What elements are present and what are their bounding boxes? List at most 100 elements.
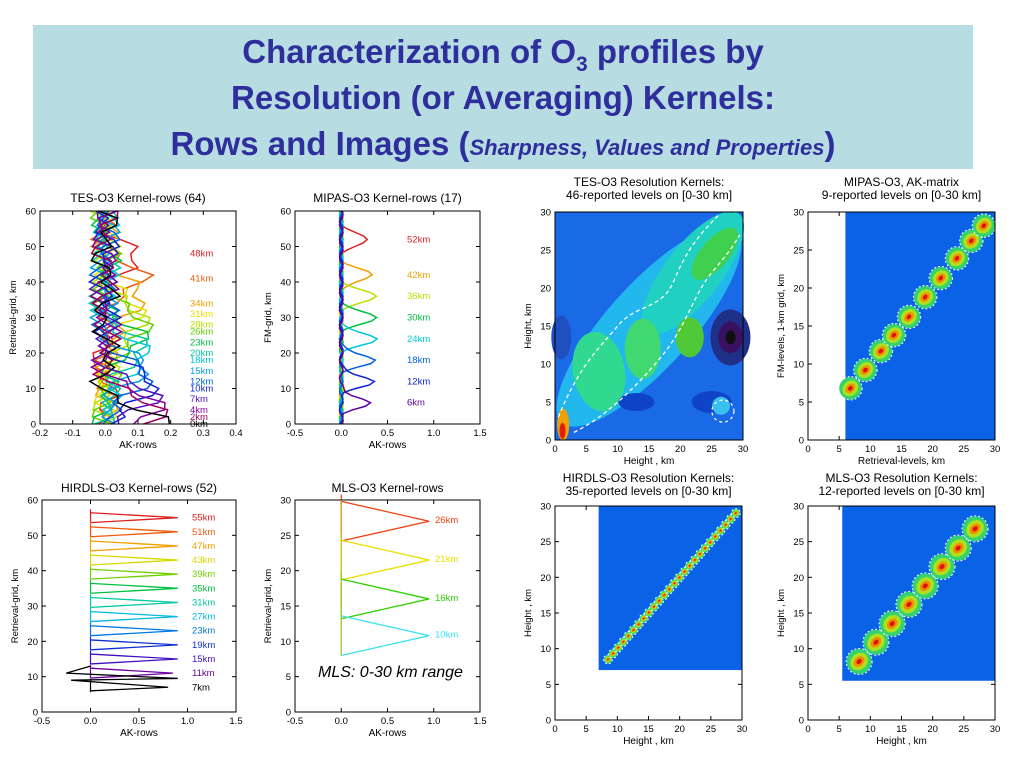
- kernel-row-line: [341, 615, 430, 657]
- kernel-blob-peak: [724, 523, 727, 526]
- kernel-blob-contour: [862, 628, 890, 656]
- kernel-blob-contour: [628, 625, 639, 636]
- kernel-row-label: 39km: [192, 569, 215, 580]
- x-tick-label: 15: [896, 724, 907, 735]
- x-tick-label: 0.0: [84, 716, 97, 727]
- y-tick-label: 20: [280, 349, 291, 360]
- kernel-row-line: [66, 665, 178, 692]
- x-tick-label: 0.3: [197, 428, 210, 439]
- y-tick-label: 10: [793, 644, 804, 655]
- kernel-row-label: 23km: [190, 337, 213, 348]
- kernel-row-label: 41km: [190, 273, 213, 284]
- kernel-blob-peak: [889, 621, 895, 627]
- kernel-blob-contour: [674, 572, 685, 583]
- y-tick-label: 0: [799, 716, 804, 727]
- y-tick-label: 5: [286, 672, 291, 683]
- x-tick-label: 15: [896, 444, 907, 455]
- x-axis-label: Height , km: [624, 456, 675, 467]
- y-tick-label: 25: [540, 537, 551, 548]
- kernel-row-label: 27km: [192, 612, 215, 623]
- series-group: 26km 21km 16km 10km: [340, 494, 458, 657]
- x-tick-label: 5: [584, 444, 589, 455]
- y-tick-label: 60: [280, 207, 291, 218]
- kernel-region: [572, 331, 626, 412]
- kernel-blob-contour: [710, 531, 721, 542]
- kernel-row-label: 55km: [192, 513, 215, 524]
- kernel-row-label: 7km: [192, 682, 210, 693]
- title-text: Characterization of O: [242, 33, 576, 70]
- heatmap-cells: [551, 211, 751, 441]
- x-tick-label: 5: [837, 724, 842, 735]
- y-tick-label: 25: [540, 246, 551, 257]
- kernel-row-label: 24km: [407, 334, 430, 345]
- kernel-row-label: 51km: [192, 527, 215, 538]
- kernel-blob-contour: [633, 619, 644, 630]
- kernel-blob-contour: [868, 338, 894, 364]
- kernel-blob-peak: [922, 294, 928, 300]
- kernel-blob-contour: [664, 584, 675, 595]
- kernel-blob-contour: [608, 648, 619, 659]
- chart-title: MIPAS-O3, AK-matrix: [844, 175, 959, 189]
- y-tick-label: 0: [33, 708, 38, 719]
- kernel-blob-contour: [959, 228, 984, 254]
- kernel-row-label: 23km: [192, 626, 215, 637]
- plot-frame: [294, 210, 481, 425]
- kernel-row-line: [90, 210, 169, 425]
- x-tick-label: 10: [612, 724, 623, 735]
- y-tick-label: 40: [27, 566, 38, 577]
- kernel-row-label: 18km: [190, 355, 213, 366]
- kernel-blob-peak: [647, 611, 650, 614]
- kernel-blob-peak: [848, 385, 853, 391]
- x-axis-label: AK-rows: [369, 440, 407, 451]
- kernel-blob-contour: [623, 631, 634, 641]
- y-tick-label: 10: [280, 637, 291, 648]
- kernel-row-label: 31km: [192, 597, 215, 608]
- kernel-blob-peak: [617, 646, 620, 649]
- kernel-blob-peak: [729, 518, 732, 520]
- y-tick-label: 15: [793, 609, 804, 620]
- kernel-region: [618, 393, 655, 411]
- kernel-row-label: 10km: [190, 384, 213, 395]
- kernel-row-label: 2km: [190, 412, 208, 423]
- y-tick-label: 20: [540, 573, 551, 584]
- kernel-row-label: 16km: [435, 593, 458, 604]
- kernel-row-label: 35km: [192, 583, 215, 594]
- y-tick-label: 10: [280, 384, 291, 395]
- kernel-blob-peak: [922, 583, 928, 589]
- kernel-blob-contour: [654, 595, 665, 606]
- plot-frame: [294, 499, 481, 713]
- kernel-row-line: [90, 667, 173, 679]
- x-tick-label: 1.0: [427, 716, 440, 727]
- y-tick-label: 15: [540, 609, 551, 620]
- y-tick-label: 5: [546, 398, 551, 409]
- x-axis-label: Height , km: [876, 736, 927, 747]
- y-tick-label: 0: [546, 436, 551, 447]
- y-tick-label: 25: [793, 537, 804, 548]
- kernel-blob-contour: [911, 572, 939, 600]
- x-tick-label: 25: [706, 444, 717, 455]
- kernel-blob-peak: [612, 652, 614, 655]
- kernel-blob-contour: [878, 610, 906, 638]
- kernel-blob-contour: [684, 560, 695, 571]
- kernel-row-label: 42km: [407, 270, 430, 281]
- kernel-row-label: 15km: [190, 366, 213, 377]
- x-tick-label: 5: [584, 724, 589, 735]
- contour-line: [711, 399, 735, 423]
- y-tick-label: 15: [793, 322, 804, 333]
- hirdls-kernel-rows-chart: HIRDLS-O3 Kernel-rows (52) -0.5 0.0 0.5 1.0 1…: [10, 481, 243, 739]
- kernel-blob-contour: [638, 613, 649, 624]
- kernel-row-line: [90, 639, 178, 651]
- kernel-blob-peak: [668, 588, 671, 591]
- y-axis-label: Retrieval-grid, km: [10, 569, 21, 644]
- x-tick-label: 0.5: [381, 428, 394, 439]
- plot-frame: [807, 211, 996, 441]
- chart-subtitle: 35-reported levels on [0-30 km]: [565, 484, 731, 498]
- kernel-row-label: 28km: [190, 320, 213, 331]
- y-tick-label: 0: [546, 716, 551, 727]
- kernel-blob-peak: [939, 564, 945, 570]
- x-axis-label: Height , km: [623, 736, 674, 747]
- y-axis-label: Retrieval-grid, km: [8, 280, 19, 355]
- kernel-blob-peak: [709, 541, 712, 544]
- kernel-row-label: 31km: [190, 309, 213, 320]
- y-tick-label: 0: [286, 708, 291, 719]
